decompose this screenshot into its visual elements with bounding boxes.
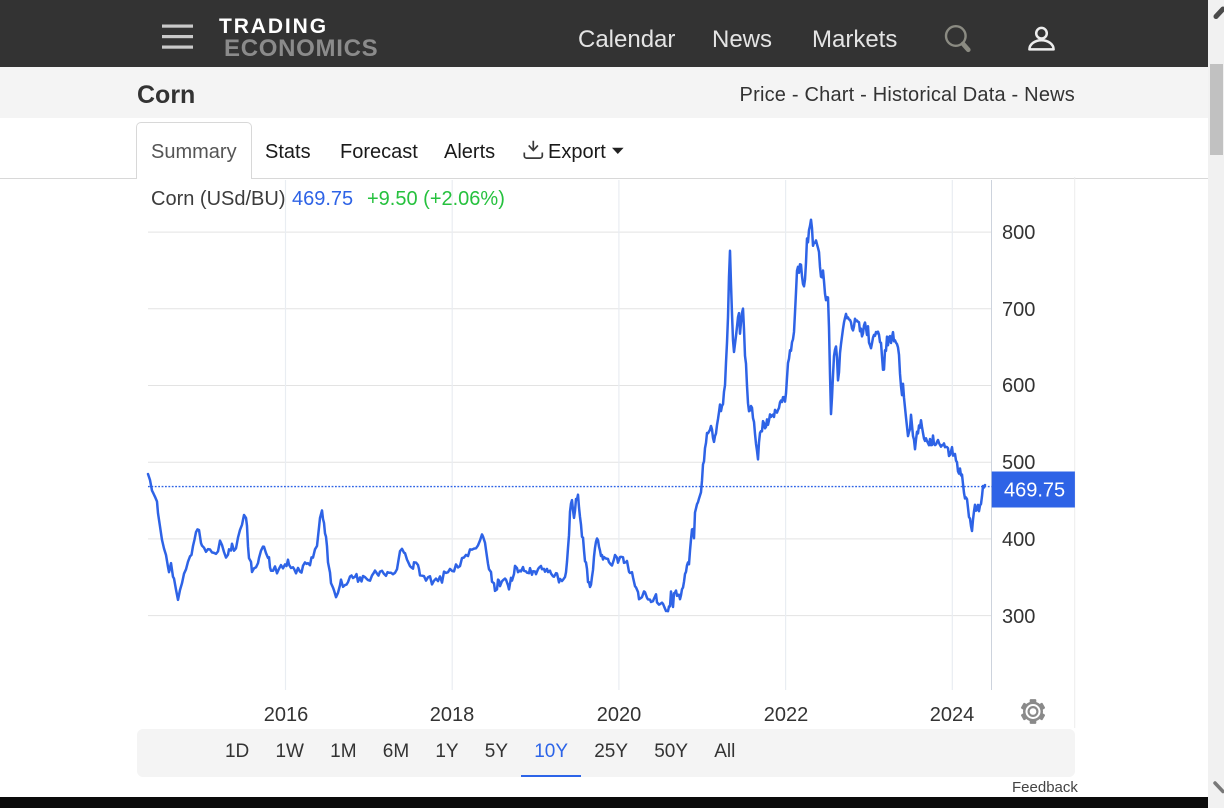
svg-text:2018: 2018 bbox=[430, 704, 475, 726]
svg-text:469.75: 469.75 bbox=[292, 188, 353, 210]
svg-text:2016: 2016 bbox=[264, 704, 309, 726]
svg-text:+9.50 (+2.06%): +9.50 (+2.06%) bbox=[367, 188, 505, 210]
svg-text:Corn (USd/BU): Corn (USd/BU) bbox=[151, 188, 285, 210]
svg-text:300: 300 bbox=[1002, 606, 1035, 628]
svg-text:2022: 2022 bbox=[764, 704, 809, 726]
svg-text:2024: 2024 bbox=[930, 704, 975, 726]
svg-text:600: 600 bbox=[1002, 375, 1035, 397]
svg-text:800: 800 bbox=[1002, 222, 1035, 244]
svg-text:469.75: 469.75 bbox=[1004, 480, 1065, 502]
svg-text:700: 700 bbox=[1002, 299, 1035, 321]
svg-text:500: 500 bbox=[1002, 452, 1035, 474]
svg-text:400: 400 bbox=[1002, 529, 1035, 551]
svg-text:2020: 2020 bbox=[597, 704, 642, 726]
